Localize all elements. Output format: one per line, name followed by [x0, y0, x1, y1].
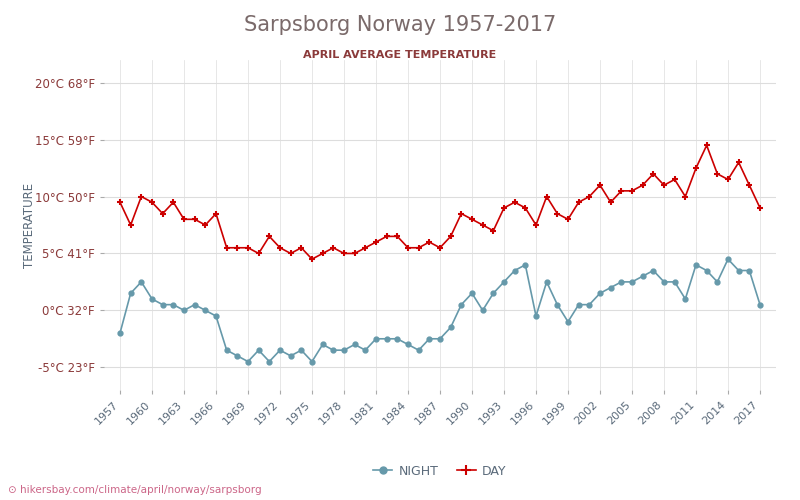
DAY — [681, 194, 690, 200]
NIGHT — [115, 330, 125, 336]
NIGHT — [254, 347, 263, 353]
Text: ⊙ hikersbay.com/climate/april/norway/sarpsborg: ⊙ hikersbay.com/climate/april/norway/sar… — [8, 485, 262, 495]
NIGHT — [510, 268, 519, 274]
DAY — [510, 199, 519, 205]
DAY — [243, 245, 253, 251]
Y-axis label: TEMPERATURE: TEMPERATURE — [22, 182, 36, 268]
DAY — [307, 256, 317, 262]
DAY — [702, 142, 711, 148]
DAY — [115, 199, 125, 205]
DAY — [467, 216, 477, 222]
Legend: NIGHT, DAY: NIGHT, DAY — [369, 460, 511, 483]
NIGHT — [275, 347, 285, 353]
NIGHT — [723, 256, 733, 262]
NIGHT — [755, 302, 765, 308]
NIGHT — [681, 296, 690, 302]
Text: APRIL AVERAGE TEMPERATURE: APRIL AVERAGE TEMPERATURE — [303, 50, 497, 60]
Line: DAY: DAY — [117, 142, 763, 262]
NIGHT — [350, 342, 359, 347]
DAY — [265, 234, 274, 239]
Line: NIGHT: NIGHT — [118, 256, 762, 364]
DAY — [755, 205, 765, 211]
NIGHT — [243, 358, 253, 364]
DAY — [350, 250, 359, 256]
Text: Sarpsborg Norway 1957-2017: Sarpsborg Norway 1957-2017 — [244, 15, 556, 35]
NIGHT — [467, 290, 477, 296]
